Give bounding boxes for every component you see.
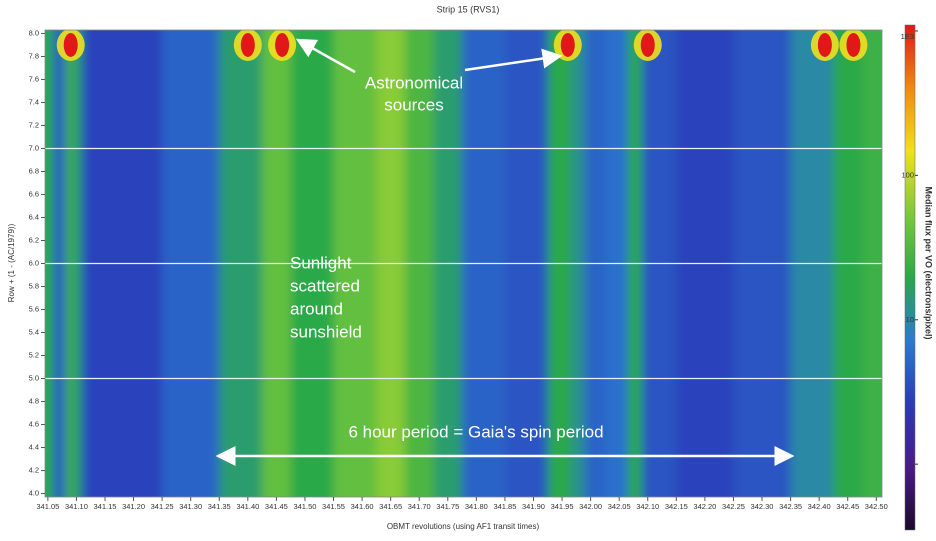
y-tick-label: 7.6 [29, 74, 39, 83]
colorbar-tick-label: 10 [906, 315, 914, 324]
annotation-line: scattered [290, 276, 360, 295]
x-tick-label: 342.35 [779, 502, 802, 511]
arrow [295, 38, 356, 74]
annotation-line: sunshield [290, 322, 362, 341]
x-tick-label: 342.40 [808, 502, 831, 511]
source [275, 32, 290, 57]
x-tick-label: 341.35 [208, 502, 231, 511]
x-tick-label: 341.25 [151, 502, 174, 511]
x-tick-label: 342.45 [836, 502, 859, 511]
x-tick-label: 342.25 [722, 502, 745, 511]
annotation: 6 hour period = Gaia's spin period [215, 422, 795, 466]
colorbar-tick-label: 1E3 [901, 32, 914, 41]
x-tick-label: 341.10 [65, 502, 88, 511]
x-tick-label: 342.20 [693, 502, 716, 511]
x-tick-label: 342.15 [665, 502, 688, 511]
colorbar-label: Median flux per VO (electrons/pixel) [924, 186, 934, 339]
x-tick-label: 342.30 [751, 502, 774, 511]
y-tick-label: 6.4 [29, 212, 39, 221]
y-tick-label: 5.6 [29, 304, 39, 313]
annotation-line: sources [384, 95, 444, 114]
x-tick-label: 342.00 [579, 502, 602, 511]
source [63, 32, 78, 57]
y-tick-label: 7.0 [29, 143, 39, 152]
annotation-line: 6 hour period = Gaia's spin period [348, 422, 603, 441]
y-tick-label: 8.0 [29, 28, 39, 37]
annotation-line: Astronomical [365, 73, 463, 92]
overlay: 341.05 341.10 341.15 341.20 341.25 341.30 341.… [29, 24, 918, 531]
x-tick-label: 341.60 [351, 502, 374, 511]
x-tick-label: 341.65 [379, 502, 402, 511]
annotation: Astronomical sources [295, 38, 563, 114]
source [817, 32, 832, 57]
colorbar [904, 24, 916, 531]
y-tick-label: 4.6 [29, 420, 39, 429]
y-tick-label: 6.6 [29, 189, 39, 198]
x-tick-label: 341.45 [265, 502, 288, 511]
y-tick-label: 7.4 [29, 97, 39, 106]
x-tick-label: 341.70 [408, 502, 431, 511]
y-tick-label: 4.2 [29, 466, 39, 475]
annotation-line: around [290, 299, 343, 318]
source [240, 32, 255, 57]
y-tick-label: 5.4 [29, 327, 39, 336]
y-tick-label: 5.8 [29, 281, 39, 290]
y-tick-label: 6.2 [29, 235, 39, 244]
colorbar-tick-label: 1 [910, 459, 914, 468]
y-tick-label: 6.0 [29, 258, 39, 267]
y-tick-label: 4.4 [29, 443, 39, 452]
y-axis-label: Row + (1 - (AC/1979)) [7, 223, 16, 302]
y-tick-label: 4.0 [29, 489, 39, 498]
x-tick-label: 342.50 [865, 502, 888, 511]
arrow [464, 48, 563, 72]
annotation: Sunlight scattered around sunshield [290, 253, 362, 341]
y-tick-label: 4.8 [29, 397, 39, 406]
y-tick-label: 6.8 [29, 166, 39, 175]
source [640, 32, 655, 57]
x-tick-label: 342.10 [636, 502, 659, 511]
chart-title: Strip 15 (RVS1) [437, 4, 500, 14]
source [560, 32, 575, 57]
colorbar-tick-label: 100 [901, 170, 914, 179]
y-tick-label: 7.2 [29, 120, 39, 129]
y-tick-label: 7.8 [29, 51, 39, 60]
x-tick-label: 341.40 [236, 502, 259, 511]
x-tick-label: 341.05 [36, 502, 59, 511]
x-tick-label: 342.05 [608, 502, 631, 511]
y-tick-label: 5.2 [29, 351, 39, 360]
x-tick-label: 341.50 [293, 502, 316, 511]
y-tick-label: 5.0 [29, 374, 39, 383]
x-tick-label: 341.30 [179, 502, 202, 511]
annotation-line: Sunlight [290, 253, 352, 272]
x-tick-label: 341.95 [551, 502, 574, 511]
x-tick-label: 341.15 [94, 502, 117, 511]
x-tick-label: 341.90 [522, 502, 545, 511]
plot-area [45, 30, 882, 497]
x-tick-label: 341.20 [122, 502, 145, 511]
x-tick-label: 341.80 [465, 502, 488, 511]
x-tick-label: 341.75 [436, 502, 459, 511]
x-axis-label: OBMT revolutions (using AF1 transit time… [387, 522, 540, 531]
x-tick-label: 341.85 [493, 502, 516, 511]
source [846, 32, 861, 57]
x-tick-label: 341.55 [322, 502, 345, 511]
